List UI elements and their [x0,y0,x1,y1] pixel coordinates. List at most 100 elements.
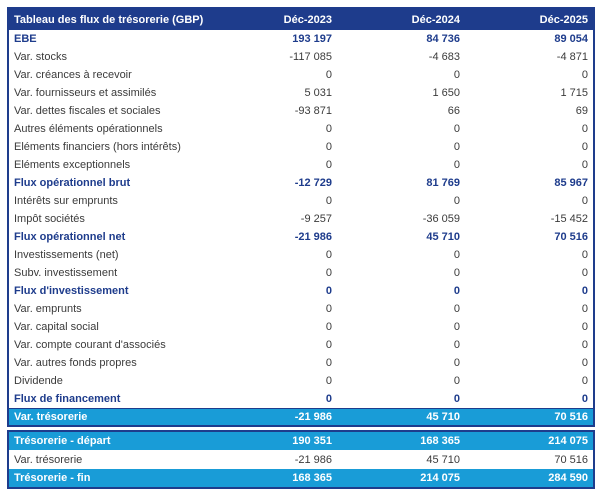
table-title: Tableau des flux de trésorerie (GBP) [8,8,209,30]
value-dec-2023: 168 365 [209,469,337,488]
row-label: Flux opérationnel net [14,231,126,243]
value-dec-2025: 0 [581,159,588,171]
value-dec-2025: 69 [575,105,588,117]
value-dec-2024: 0 [453,285,460,297]
value-dec-2023: 0 [325,159,332,171]
value-dec-2025: 0 [581,195,588,207]
value-dec-2025: 0 [581,375,588,387]
row-subv-investissement: Subv. investissement 0 0 0 [8,264,594,282]
value-dec-2025: -4 871 [556,51,588,63]
row-var-tresorerie-summary: Var. trésorerie -21 986 45 710 70 516 [8,450,594,469]
value-dec-2025: 0 [581,392,588,405]
row-var-compte-courant: Var. compte courant d'associés 0 0 0 [8,336,594,354]
value-dec-2025: 0 [581,267,588,279]
value-dec-2025: 70 516 [465,407,594,426]
row-flux-operationnel-net: Flux opérationnel net -21 986 45 710 70 … [8,228,594,246]
value-dec-2025: 0 [581,141,588,153]
row-var-autres-fonds-propres: Var. autres fonds propres 0 0 0 [8,354,594,372]
row-var-stocks: Var. stocks -117 085 -4 683 -4 871 [8,48,594,66]
row-label: Var. trésorerie [14,453,83,466]
row-var-creances: Var. créances à recevoir 0 0 0 [8,66,594,84]
row-dividende: Dividende 0 0 0 [8,372,594,390]
row-label: Impôt sociétés [14,213,85,225]
value-dec-2023: 0 [325,285,332,297]
row-label: Var. emprunts [14,303,82,315]
row-flux-dinvestissement: Flux d'investissement 0 0 0 [8,282,594,300]
row-var-tresorerie: Var. trésorerie -21 986 45 710 70 516 [8,407,594,426]
value-dec-2023: -117 085 [289,51,332,63]
row-label: Eléments financiers (hors intérêts) [14,141,181,153]
value-dec-2024: 84 736 [426,33,460,45]
value-dec-2023: 5 031 [304,87,332,99]
row-label: Subv. investissement [14,267,118,279]
value-dec-2024: 45 710 [426,231,460,243]
value-dec-2024: 66 [447,105,460,117]
value-dec-2024: 0 [453,69,460,81]
value-dec-2023: 190 351 [209,431,337,450]
value-dec-2025: 70 516 [554,453,588,466]
value-dec-2024: 45 710 [337,407,465,426]
value-dec-2023: -21 986 [294,453,332,466]
value-dec-2025: 0 [581,339,588,351]
value-dec-2025: 70 516 [554,231,588,243]
value-dec-2024: 0 [453,249,460,261]
row-tresorerie-depart: Trésorerie - départ 190 351 168 365 214 … [8,431,594,450]
row-label: Var. dettes fiscales et sociales [14,105,161,117]
value-dec-2024: 0 [453,339,460,351]
value-dec-2025: 0 [581,321,588,333]
value-dec-2025: 89 054 [554,33,588,45]
value-dec-2023: 0 [325,69,332,81]
row-label: Var. trésorerie [8,407,209,426]
row-investissements-net: Investissements (net) 0 0 0 [8,246,594,264]
row-elements-exceptionnels: Eléments exceptionnels 0 0 0 [8,156,594,174]
value-dec-2025: 0 [581,285,588,297]
value-dec-2023: 0 [325,392,332,405]
row-var-fournisseurs: Var. fournisseurs et assimilés 5 031 1 6… [8,84,594,102]
value-dec-2023: 0 [325,195,332,207]
value-dec-2025: 1 715 [560,87,588,99]
row-tresorerie-fin: Trésorerie - fin 168 365 214 075 284 590 [8,469,594,488]
value-dec-2025: 284 590 [465,469,594,488]
row-label: Investissements (net) [14,249,119,261]
value-dec-2024: 0 [453,123,460,135]
value-dec-2024: -4 683 [428,51,460,63]
treasury-summary-table: Trésorerie - départ 190 351 168 365 214 … [7,430,595,489]
value-dec-2024: 214 075 [337,469,465,488]
row-label: Var. capital social [14,321,99,333]
value-dec-2024: -36 059 [422,213,460,225]
value-dec-2024: 0 [453,195,460,207]
value-dec-2024: 0 [453,357,460,369]
value-dec-2025: 0 [581,357,588,369]
value-dec-2023: 0 [325,357,332,369]
row-label: Flux d'investissement [14,285,129,297]
value-dec-2023: 193 197 [292,33,332,45]
value-dec-2024: 81 769 [426,177,460,189]
value-dec-2023: 0 [325,267,332,279]
value-dec-2025: 85 967 [554,177,588,189]
value-dec-2024: 45 710 [426,453,460,466]
value-dec-2024: 0 [453,392,460,405]
row-var-emprunts: Var. emprunts 0 0 0 [8,300,594,318]
value-dec-2023: 0 [325,141,332,153]
row-label: Var. fournisseurs et assimilés [14,87,157,99]
value-dec-2025: 0 [581,249,588,261]
row-flux-de-financement: Flux de financement 0 0 0 [8,390,594,408]
value-dec-2023: -21 986 [294,231,332,243]
row-interets-sur-emprunts: Intérêts sur emprunts 0 0 0 [8,192,594,210]
value-dec-2023: 0 [325,249,332,261]
value-dec-2025: 214 075 [465,431,594,450]
value-dec-2024: 0 [453,375,460,387]
value-dec-2025: 0 [581,69,588,81]
row-var-capital-social: Var. capital social 0 0 0 [8,318,594,336]
value-dec-2023: -9 257 [300,213,332,225]
value-dec-2023: 0 [325,321,332,333]
value-dec-2023: 0 [325,123,332,135]
row-label: EBE [14,33,37,45]
value-dec-2024: 168 365 [337,431,465,450]
row-autres-elements-operationnels: Autres éléments opérationnels 0 0 0 [8,120,594,138]
table-header-row: Tableau des flux de trésorerie (GBP) Déc… [8,8,594,30]
value-dec-2023: 0 [325,339,332,351]
value-dec-2025: 0 [581,303,588,315]
row-label: Intérêts sur emprunts [14,195,118,207]
